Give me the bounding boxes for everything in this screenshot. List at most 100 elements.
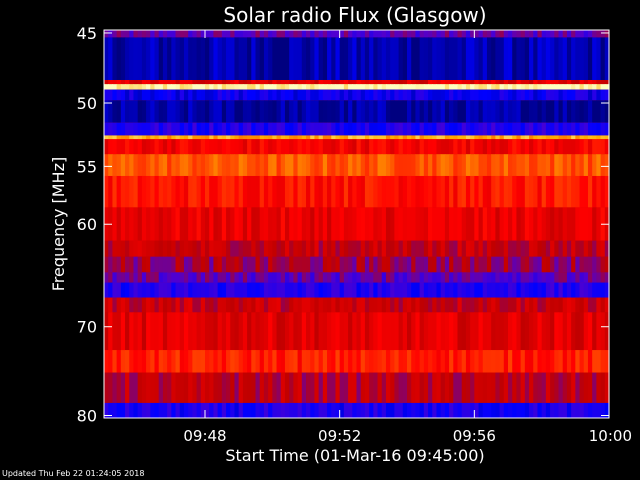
spectrum-cell [297, 80, 303, 85]
spectrum-cell [394, 272, 400, 283]
spectrum-cell [137, 84, 143, 90]
spectrum-cell [247, 135, 252, 140]
spectrum-cell [407, 272, 412, 283]
spectrum-cell [167, 350, 172, 373]
spectrum-cell [331, 80, 337, 85]
spectrum-cell [470, 240, 475, 257]
spectrum-cell [348, 100, 353, 123]
spectrum-cell [369, 175, 374, 208]
spectrum-cell [457, 372, 463, 403]
spectrum-cell [491, 100, 496, 123]
spectrum-cell [596, 84, 602, 90]
spectrum-cell [474, 256, 480, 273]
spectrum-cell [162, 350, 168, 373]
spectrum-cell [133, 312, 139, 351]
spectrum-cell [390, 402, 395, 418]
spectrum-cell [310, 297, 316, 313]
spectrum-cell [352, 272, 358, 283]
spectrum-cell [112, 37, 118, 81]
spectrum-cell [512, 350, 518, 373]
spectrum-cell [188, 256, 193, 273]
spectrum-cell [175, 30, 181, 38]
spectrum-cell [276, 154, 282, 176]
spectrum-cell [474, 37, 480, 81]
spectrum-cell [183, 312, 189, 351]
spectrum-cell [348, 402, 353, 418]
spectrum-cell [272, 350, 278, 373]
spectrum-cell [373, 175, 379, 208]
spectrum-cell [327, 80, 332, 85]
spectrum-cell [314, 84, 320, 90]
spectrum-cell [310, 135, 316, 140]
spectrum-cell [230, 282, 236, 298]
spectrum-cell [407, 256, 412, 273]
spectrum-cell [373, 282, 379, 298]
spectrum-cell [158, 37, 164, 81]
spectrum-cell [183, 256, 189, 273]
spectrum-cell [520, 100, 526, 123]
spectrum-cell [335, 154, 341, 176]
spectrum-cell [343, 122, 349, 136]
spectrum-cell [428, 240, 433, 257]
spectrum-cell [230, 89, 236, 101]
spectrum-cell [322, 100, 328, 123]
spectrum-cell [171, 272, 177, 283]
spectrum-cell [146, 256, 151, 273]
spectrum-cell [503, 297, 509, 313]
spectrum-cell [465, 37, 471, 81]
spectrum-cell [402, 84, 408, 90]
spectrum-cell [440, 100, 446, 123]
spectrum-cell [465, 175, 471, 208]
spectrum-cell [280, 89, 286, 101]
spectrum-cell [146, 84, 151, 90]
spectrum-cell [402, 30, 408, 38]
spectrum-cell [352, 154, 358, 176]
spectrum-cell [200, 30, 206, 38]
spectrum-cell [587, 175, 593, 208]
spectrum-cell [398, 402, 404, 418]
spectrum-cell [158, 84, 164, 90]
spectrum-cell [545, 84, 551, 90]
spectrum-cell [327, 37, 332, 81]
spectrum-cell [209, 30, 215, 38]
spectrum-cell [171, 372, 177, 403]
spectrum-cell [356, 122, 362, 136]
spectrum-cell [512, 402, 518, 418]
spectrum-cell [259, 297, 265, 313]
spectrum-cell [587, 272, 593, 283]
spectrum-cell [112, 122, 118, 136]
spectrum-cell [444, 154, 450, 176]
spectrum-cell [600, 154, 606, 176]
spectrum-cell [108, 240, 114, 257]
spectrum-cell [192, 135, 198, 140]
spectrum-cell [221, 84, 227, 90]
spectrum-cell [478, 37, 484, 81]
spectrum-cell [541, 207, 547, 241]
spectrum-cell [255, 135, 261, 140]
spectrum-cell [289, 297, 294, 313]
spectrum-cell [183, 240, 189, 257]
spectrum-cell [120, 84, 126, 90]
updated-timestamp: Updated Thu Feb 22 01:24:05 2018 [2, 469, 145, 478]
spectrum-cell [263, 154, 269, 176]
spectrum-cell [512, 135, 518, 140]
spectrum-cell [415, 282, 421, 298]
spectrum-cell [112, 89, 118, 101]
spectrum-cell [533, 80, 539, 85]
spectrum-cell [449, 84, 454, 90]
spectrum-cell [226, 175, 231, 208]
spectrum-cell [108, 89, 114, 101]
spectrum-cell [579, 100, 585, 123]
spectrum-cell [562, 256, 568, 273]
spectrum-cell [474, 154, 480, 176]
spectrum-cell [537, 272, 543, 283]
spectrum-cell [188, 100, 193, 123]
spectrum-cell [268, 207, 273, 241]
spectrum-cell [183, 297, 189, 313]
spectrum-cell [440, 297, 446, 313]
spectrum-cell [209, 154, 215, 176]
spectrum-cell [545, 30, 551, 38]
spectrum-cell [520, 240, 526, 257]
spectrum-cell [280, 175, 286, 208]
spectrum-cell [242, 154, 248, 176]
